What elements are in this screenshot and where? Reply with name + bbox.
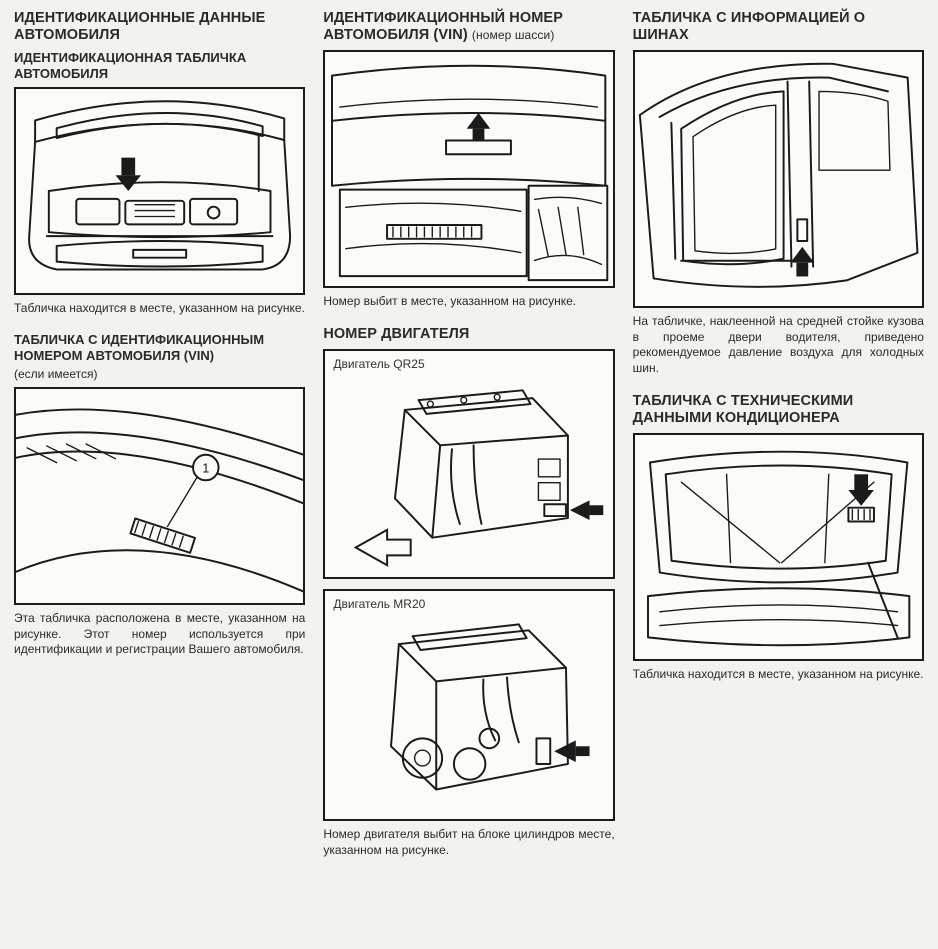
figure-engine-qr25: Двигатель QR25 [323,349,614,579]
heading-engine-number: НОМЕР ДВИГАТЕЛЯ [323,326,614,343]
sub-vin-plate: (если имеется) [14,367,305,381]
heading-tire-info: ТАБЛИЧКА С ИНФОРМАЦИЕЙ О ШИНАХ [633,10,924,44]
heading-id-data: ИДЕНТИФИКАЦИОННЫЕ ДАННЫЕ АВТОМОБИЛЯ [14,10,305,44]
section-engine-number: НОМЕР ДВИГАТЕЛЯ Двигатель QR25 [323,326,614,858]
heading-id-plate: ИДЕНТИФИКАЦИОННАЯ ТАБЛИЧКА АВТОМОБИЛЯ [14,50,305,81]
caption-vin-plate: Эта табличка расположена в месте, указан… [14,611,305,658]
column-1: ИДЕНТИФИКАЦИОННЫЕ ДАННЫЕ АВТОМОБИЛЯ ИДЕН… [14,10,305,874]
caption-id-plate: Табличка находится в месте, указанном на… [14,301,305,317]
caption-vin-chassis: Номер выбит в месте, указанном на рисунк… [323,294,614,310]
section-vin-plate: ТАБЛИЧКА С ИДЕНТИФИКАЦИОННЫМ НОМЕРОМ АВТ… [14,332,305,657]
column-3: ТАБЛИЧКА С ИНФОРМАЦИЕЙ О ШИНАХ [633,10,924,874]
heading-ac-data: ТАБЛИЧКА С ТЕХНИЧЕСКИМИ ДАННЫМИ КОНДИЦИО… [633,393,924,427]
heading-vin-chassis: ИДЕНТИФИКАЦИОННЫЙ НОМЕР АВТОМОБИЛЯ (VIN)… [323,10,614,44]
figure-hood-open [14,87,305,295]
figure-hood-underside [633,433,924,661]
column-2: ИДЕНТИФИКАЦИОННЫЙ НОМЕР АВТОМОБИЛЯ (VIN)… [323,10,614,874]
figure-engine-mr20: Двигатель MR20 [323,589,614,821]
caption-ac-data: Табличка находится в месте, указанном на… [633,667,924,683]
label-engine-mr20: Двигатель MR20 [333,597,425,611]
heading-vin-plate: ТАБЛИЧКА С ИДЕНТИФИКАЦИОННЫМ НОМЕРОМ АВТ… [14,332,305,363]
section-id-data: ИДЕНТИФИКАЦИОННЫЕ ДАННЫЕ АВТОМОБИЛЯ ИДЕН… [14,10,305,316]
figure-door-pillar [633,50,924,308]
caption-engine-number: Номер двигателя выбит на блоке цилиндров… [323,827,614,858]
figure-vin-chassis [323,50,614,288]
label-engine-qr25: Двигатель QR25 [333,357,424,371]
caption-tire-info: На табличке, наклеенной на средней стойк… [633,314,924,376]
section-vin-chassis: ИДЕНТИФИКАЦИОННЫЙ НОМЕР АВТОМОБИЛЯ (VIN)… [323,10,614,310]
section-ac-data: ТАБЛИЧКА С ТЕХНИЧЕСКИМИ ДАННЫМИ КОНДИЦИО… [633,393,924,683]
section-tire-info: ТАБЛИЧКА С ИНФОРМАЦИЕЙ О ШИНАХ [633,10,924,377]
heading-vin-chassis-note: (номер шасси) [472,28,555,42]
figure-windshield-vin: 1 [14,387,305,605]
callout-1: 1 [202,461,209,476]
